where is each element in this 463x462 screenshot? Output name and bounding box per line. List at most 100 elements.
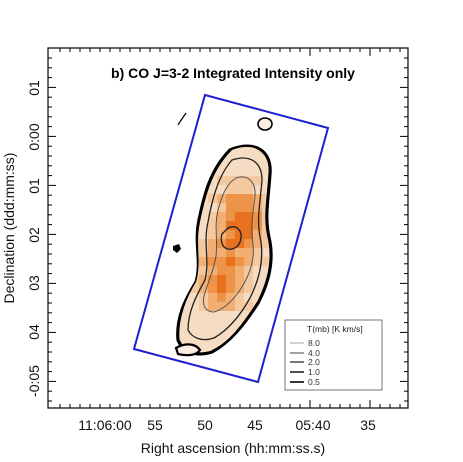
emission-pixel	[235, 203, 244, 212]
emission-pixel	[181, 212, 190, 221]
emission-pixel	[179, 149, 181, 158]
emission-pixel	[253, 356, 262, 365]
emission-pixel	[235, 176, 244, 185]
emission-pixel	[271, 140, 280, 149]
emission-pixel	[208, 275, 217, 284]
x-tick-label: 05:40	[295, 417, 330, 433]
legend-label: 8.0	[308, 338, 320, 348]
emission-pixel	[244, 302, 253, 311]
emission-pixel	[226, 230, 235, 239]
emission-pixel	[199, 221, 208, 230]
emission-pixel	[199, 230, 208, 239]
emission-pixel	[217, 221, 226, 230]
emission-pixel	[226, 302, 235, 311]
emission-pixel	[181, 146, 190, 149]
emission-pixel	[208, 221, 217, 230]
y-tick-label: 01	[26, 80, 42, 96]
emission-pixel	[271, 356, 280, 365]
emission-pixel	[199, 239, 208, 248]
emission-pixel	[181, 230, 190, 239]
emission-pixel	[235, 212, 244, 221]
emission-pixel	[244, 167, 253, 176]
emission-pixel	[262, 167, 270, 176]
emission-pixel	[226, 293, 235, 302]
emission-pixel	[199, 347, 208, 352]
emission-pixel	[217, 167, 226, 176]
legend-item: 8.0	[290, 338, 320, 348]
emission-pixel	[217, 338, 226, 347]
emission-pixel	[217, 302, 226, 311]
emission-pixel	[226, 203, 235, 212]
emission-pixel	[181, 194, 190, 203]
emission-pixel	[179, 284, 181, 293]
emission-pixel	[179, 230, 181, 239]
emission-pixel	[253, 329, 262, 338]
emission-pixel	[190, 320, 199, 329]
emission-pixel	[253, 194, 262, 203]
emission-pixel	[181, 329, 190, 338]
emission-pixel	[181, 248, 190, 257]
emission-pixel	[199, 266, 208, 275]
emission-pixel	[208, 158, 217, 167]
emission-pixel	[190, 158, 199, 167]
emission-pixel	[199, 158, 208, 167]
emission-pixel	[199, 284, 208, 293]
emission-pixel	[271, 230, 280, 239]
emission-pixel	[190, 338, 199, 347]
emission-pixel	[181, 239, 190, 248]
emission-pixel	[217, 275, 226, 284]
emission-pixel	[271, 293, 280, 302]
emission-pixel	[244, 146, 253, 149]
emission-pixel	[244, 257, 253, 266]
y-tick-label: 03	[26, 275, 42, 291]
y-tick-label: -0:05	[26, 365, 42, 397]
emission-pixel	[208, 293, 217, 302]
emission-pixel	[179, 158, 181, 167]
emission-pixel	[199, 149, 208, 158]
emission-pixel	[199, 311, 208, 320]
emission-pixel	[235, 347, 244, 352]
emission-pixel	[235, 185, 244, 194]
emission-pixel	[208, 347, 217, 352]
emission-pixel	[179, 146, 181, 149]
legend-box	[284, 319, 383, 391]
emission-pixel	[244, 203, 253, 212]
emission-pixel	[226, 167, 235, 176]
emission-pixel	[208, 149, 217, 158]
emission-pixel	[262, 146, 270, 149]
emission-pixel	[235, 356, 244, 365]
emission-pixel	[235, 230, 244, 239]
emission-pixel	[208, 176, 217, 185]
emission-pixel	[208, 212, 217, 221]
emission-pixel	[262, 311, 270, 320]
emission-pixel	[271, 221, 280, 230]
emission-pixel	[271, 338, 280, 347]
emission-pixel	[226, 275, 235, 284]
emission-pixel	[217, 293, 226, 302]
emission-pixel	[181, 185, 190, 194]
emission-pixel	[217, 185, 226, 194]
emission-pixel	[190, 149, 199, 158]
emission-pixel	[208, 230, 217, 239]
emission-pixel	[235, 338, 244, 347]
emission-pixel	[235, 149, 244, 158]
y-tick-label: 04	[26, 324, 42, 340]
emission-pixel	[179, 275, 181, 284]
y-axis-title: Declination (ddd:mm:ss)	[1, 153, 17, 304]
emission-pixel	[199, 338, 208, 347]
emission-pixel	[190, 203, 199, 212]
emission-pixel	[271, 176, 280, 185]
emission-pixel	[244, 293, 253, 302]
emission-pixel	[226, 257, 235, 266]
legend-item: 4.0	[290, 348, 320, 358]
emission-pixel	[244, 194, 253, 203]
emission-pixel	[217, 257, 226, 266]
emission-pixel	[217, 146, 226, 149]
emission-pixel	[271, 185, 280, 194]
x-axis-title: Right ascension (hh:mm:ss.s)	[141, 440, 325, 456]
emission-pixel	[262, 185, 270, 194]
emission-pixel	[226, 176, 235, 185]
emission-pixel	[208, 311, 217, 320]
x-tick-label: 45	[247, 417, 263, 433]
emission-pixel	[226, 212, 235, 221]
